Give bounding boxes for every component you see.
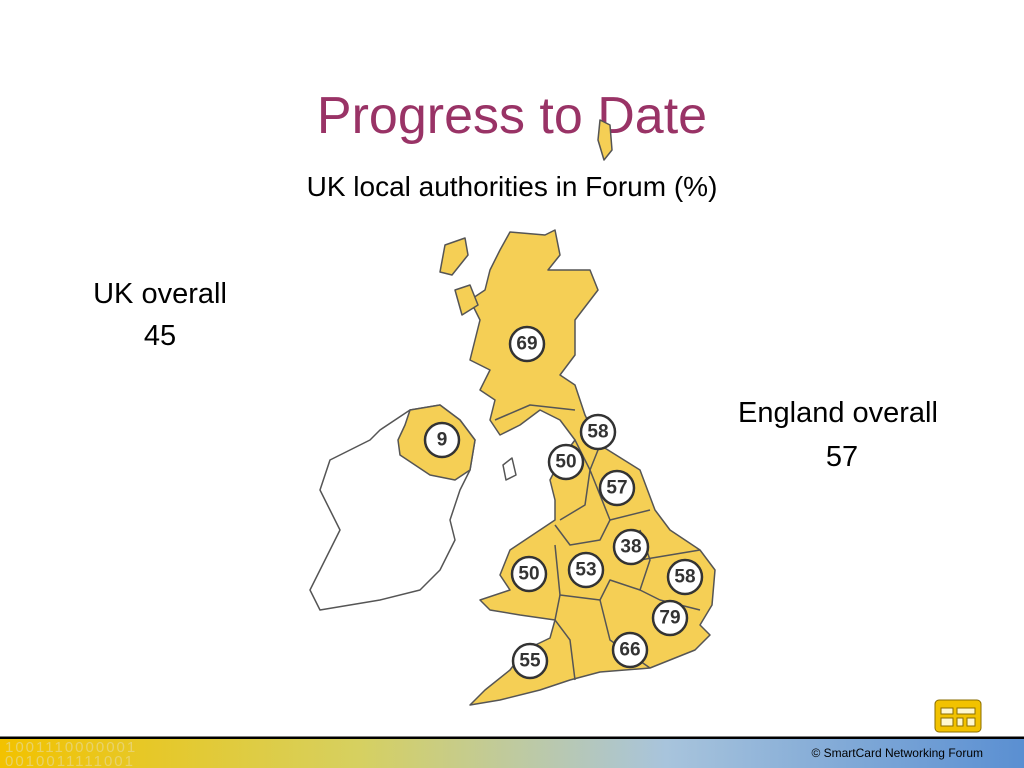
uk-overall-label: UK overall bbox=[93, 278, 227, 310]
region-value: 69 bbox=[516, 334, 537, 355]
england-overall-value: 57 bbox=[826, 441, 858, 473]
badge bbox=[508, 325, 546, 363]
logo bbox=[934, 699, 982, 733]
island bbox=[597, 119, 613, 161]
title: Progress to Date bbox=[317, 87, 707, 145]
badge bbox=[547, 443, 585, 481]
region-value: 66 bbox=[619, 640, 640, 661]
badge bbox=[579, 413, 617, 451]
region-value: 9 bbox=[437, 430, 448, 451]
region-value: 58 bbox=[587, 422, 608, 443]
badge bbox=[612, 528, 650, 566]
badge bbox=[511, 642, 549, 680]
region-value: 50 bbox=[555, 452, 576, 473]
badge bbox=[666, 558, 704, 596]
badge bbox=[651, 599, 689, 637]
region-badges: 69 9 58 50 57 38 50 53 58 79 66 55 bbox=[423, 325, 704, 680]
island bbox=[454, 284, 479, 316]
region-value: 53 bbox=[575, 560, 596, 581]
badge bbox=[598, 469, 636, 507]
footer-binary: 0010011111001 bbox=[5, 753, 135, 768]
region-value: 57 bbox=[606, 478, 627, 499]
region-value: 38 bbox=[620, 537, 641, 558]
badge bbox=[567, 551, 605, 589]
isle-of-man bbox=[502, 457, 517, 481]
uk-overall-value: 45 bbox=[144, 320, 176, 352]
region-borders bbox=[494, 404, 701, 681]
footer-band bbox=[0, 739, 1024, 768]
footer-binary: 1001110000001 bbox=[5, 739, 137, 756]
island bbox=[439, 237, 469, 276]
subtitle: UK local authorities in Forum (%) bbox=[307, 171, 718, 202]
england-overall-label: England overall bbox=[738, 397, 938, 429]
badge bbox=[611, 631, 649, 669]
region-value: 58 bbox=[674, 567, 695, 588]
badge bbox=[510, 555, 548, 593]
region-value: 79 bbox=[659, 608, 680, 629]
region-value: 55 bbox=[519, 651, 541, 672]
footer-copyright: © SmartCard Networking Forum bbox=[811, 746, 983, 760]
badge bbox=[423, 421, 461, 459]
region-value: 50 bbox=[518, 564, 539, 585]
